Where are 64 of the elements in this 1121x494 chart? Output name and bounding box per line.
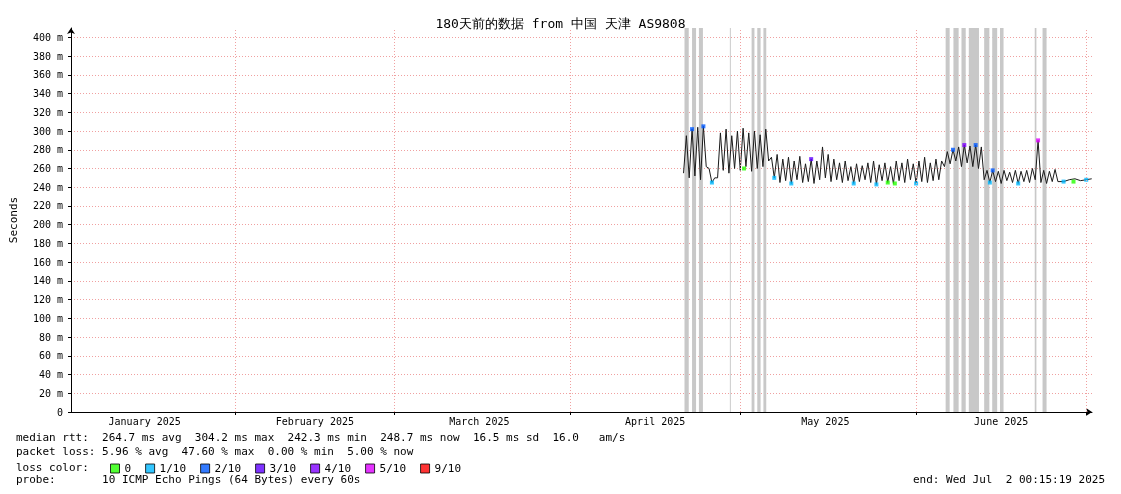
legend-label: 1/10 <box>159 462 187 475</box>
text: packet loss: 5.96 % avg 47.60 % max 0.00 % min 5.00 % now <box>16 445 414 458</box>
point <box>973 143 978 148</box>
text: probe: 10 ICMP Echo Pings (64 Bytes) every 60s <box>16 473 361 486</box>
y-tick-label: 20 m <box>38 387 63 399</box>
y-tick-label: 260 m <box>32 162 63 174</box>
y-tick-label: 220 m <box>32 200 63 212</box>
y-tick-label: 380 m <box>32 50 63 62</box>
point <box>1071 179 1076 184</box>
point <box>990 168 995 173</box>
point <box>885 180 890 185</box>
y-axis-title: Seconds <box>7 196 20 244</box>
legend-title: loss color: <box>16 461 89 474</box>
chart-title: 180天前的数据 from 中国 天津 AS9808 <box>435 16 686 31</box>
point <box>1061 179 1066 184</box>
x-tick-label: March 2025 <box>449 415 510 427</box>
x-tick-label: June 2025 <box>974 415 1029 427</box>
point <box>742 166 747 171</box>
point <box>1036 138 1041 143</box>
x-tick-label: February 2025 <box>275 415 354 427</box>
point <box>809 157 814 162</box>
y-tick-label: 140 m <box>32 275 63 287</box>
legend-label: 2/10 <box>214 462 242 475</box>
legend-label: 3/10 <box>269 462 297 475</box>
point <box>709 180 714 185</box>
point <box>701 124 706 129</box>
y-tick-label: 300 m <box>32 125 63 137</box>
point <box>987 180 992 185</box>
y-tick-label: 60 m <box>38 350 63 362</box>
point <box>690 127 695 132</box>
point <box>1084 177 1089 182</box>
y-tick-label: 180 m <box>32 237 63 249</box>
legend-label: 5/10 <box>379 462 407 475</box>
legend-label: 0 <box>124 462 132 475</box>
x-tick-label: April 2025 <box>625 415 686 427</box>
legend-label: 9/10 <box>434 462 462 475</box>
y-tick-label: 120 m <box>32 294 63 306</box>
y-tick-label: 0 <box>56 406 63 418</box>
point <box>1016 181 1021 186</box>
point <box>962 143 967 148</box>
y-tick-label: 80 m <box>38 331 63 343</box>
y-tick-label: 360 m <box>32 69 63 81</box>
x-tick-label: January 2025 <box>108 415 181 427</box>
point <box>950 147 955 152</box>
y-tick-label: 160 m <box>32 256 63 268</box>
point <box>772 175 777 180</box>
point <box>892 181 897 186</box>
y-tick-label: 400 m <box>32 31 63 43</box>
point <box>874 182 879 187</box>
y-tick-label: 40 m <box>38 369 63 381</box>
y-tick-label: 200 m <box>32 219 63 231</box>
y-tick-label: 100 m <box>32 312 63 324</box>
y-tick-label: 320 m <box>32 106 63 118</box>
text: end: Wed Jul 2 00:15:19 2025 <box>912 473 1106 486</box>
point <box>914 181 919 186</box>
text: median rtt: 264.7 ms avg 304.2 ms max 242.3 ms min 248.7 ms now 16.5 ms sd 16.0 am/s <box>16 431 626 444</box>
point <box>789 181 794 186</box>
y-tick-label: 340 m <box>32 88 63 100</box>
y-tick-label: 240 m <box>32 181 63 193</box>
point <box>851 181 856 186</box>
line-series <box>683 125 1093 185</box>
x-tick-label: May 2025 <box>801 415 850 427</box>
y-tick-label: 280 m <box>32 144 63 156</box>
legend-label: 4/10 <box>324 462 352 475</box>
